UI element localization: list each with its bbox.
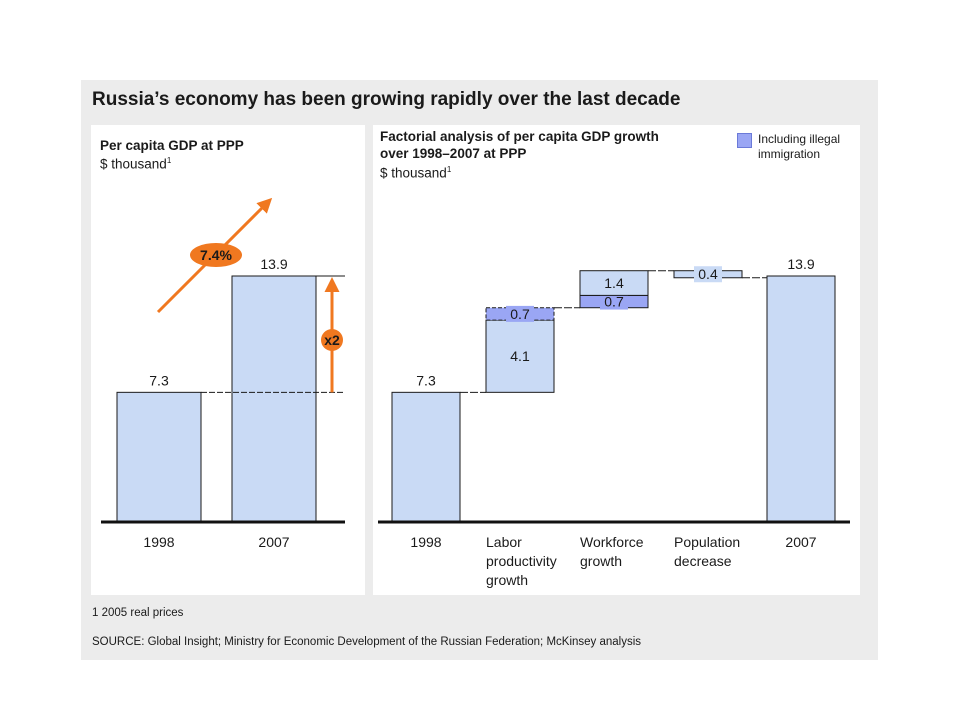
- left-unit-footnote-marker: 1: [166, 156, 172, 165]
- waterfall-x-tick-label-1-2: growth: [486, 572, 528, 588]
- doubling-badge-label: x2: [324, 332, 340, 348]
- right-unit-footnote-marker: 1: [446, 165, 452, 174]
- source-note: SOURCE: Global Insight; Ministry for Eco…: [92, 636, 642, 648]
- footnote: 1 2005 real prices: [92, 607, 184, 619]
- waterfall-label-bg-workforce-growth-0: [600, 293, 628, 310]
- doubling-badge: [321, 329, 343, 351]
- right-title-line-1: Factorial analysis of per capita GDP gro…: [380, 129, 659, 144]
- growth-rate-badge-label: 7.4%: [200, 247, 232, 263]
- right-title-line-2: over 1998–2007 at PPP: [380, 146, 527, 161]
- left-chart-title: Per capita GDP at PPP: [100, 138, 244, 153]
- waterfall-x-tick-label-0-0: 1998: [410, 534, 441, 550]
- waterfall-x-tick-label-2-1: growth: [580, 553, 622, 569]
- legend: Including illegal immigration: [737, 132, 868, 162]
- waterfall-x-tick-label-1-1: productivity: [486, 553, 557, 569]
- legend-swatch-illegal-immigration: [737, 133, 752, 148]
- left-x-tick-label-1998: 1998: [143, 534, 174, 550]
- waterfall-x-tick-label-3-1: decrease: [674, 553, 732, 569]
- waterfall-value-label-labor-productivity-growth-1: 0.7: [510, 306, 530, 322]
- waterfall-label-bg-labor-productivity-growth-1: [506, 305, 534, 322]
- waterfall-x-tick-label-3-0: Population: [674, 534, 740, 550]
- legend-label: Including illegal immigration: [758, 132, 841, 161]
- right-unit-text: $ thousand: [380, 165, 447, 181]
- right-chart-title: Factorial analysis of per capita GDP gro…: [380, 128, 659, 162]
- waterfall-bar-2007: [766, 275, 836, 522]
- waterfall-value-label-workforce-growth-0: 0.7: [604, 294, 624, 310]
- waterfall-x-tick-label-4-0: 2007: [785, 534, 816, 550]
- waterfall-segment-workforce-growth-1: [579, 270, 649, 296]
- growth-rate-badge: [190, 243, 242, 267]
- waterfall-x-tick-label-1-0: Labor: [486, 534, 522, 550]
- waterfall-value-label-1998: 7.3: [416, 372, 436, 388]
- left-bar-value-label-2007: 13.9: [260, 256, 287, 272]
- waterfall-x-tick-label-2-0: Workforce: [580, 534, 644, 550]
- waterfall-value-label-2007: 13.9: [787, 256, 814, 272]
- left-bar-value-label-1998: 7.3: [149, 372, 169, 388]
- waterfall-value-label-workforce-growth-1: 1.4: [604, 275, 624, 291]
- left-chart-unit: $ thousand1: [100, 156, 171, 172]
- waterfall-value-label-population-decrease-0: 0.4: [698, 266, 718, 282]
- waterfall-value-label-labor-productivity-growth-0: 4.1: [510, 348, 530, 364]
- left-bar-2007: [231, 275, 317, 522]
- left-x-tick-label-2007: 2007: [258, 534, 289, 550]
- waterfall-label-bg-population-decrease-0: [694, 266, 722, 283]
- left-bar-1998: [116, 391, 202, 522]
- waterfall-bar-1998: [391, 391, 461, 522]
- slide-title: Russia’s economy has been growing rapidl…: [92, 89, 681, 110]
- right-chart-unit: $ thousand1: [380, 165, 451, 181]
- waterfall-segment-labor-productivity-growth-0: [485, 319, 555, 393]
- left-unit-text: $ thousand: [100, 156, 167, 172]
